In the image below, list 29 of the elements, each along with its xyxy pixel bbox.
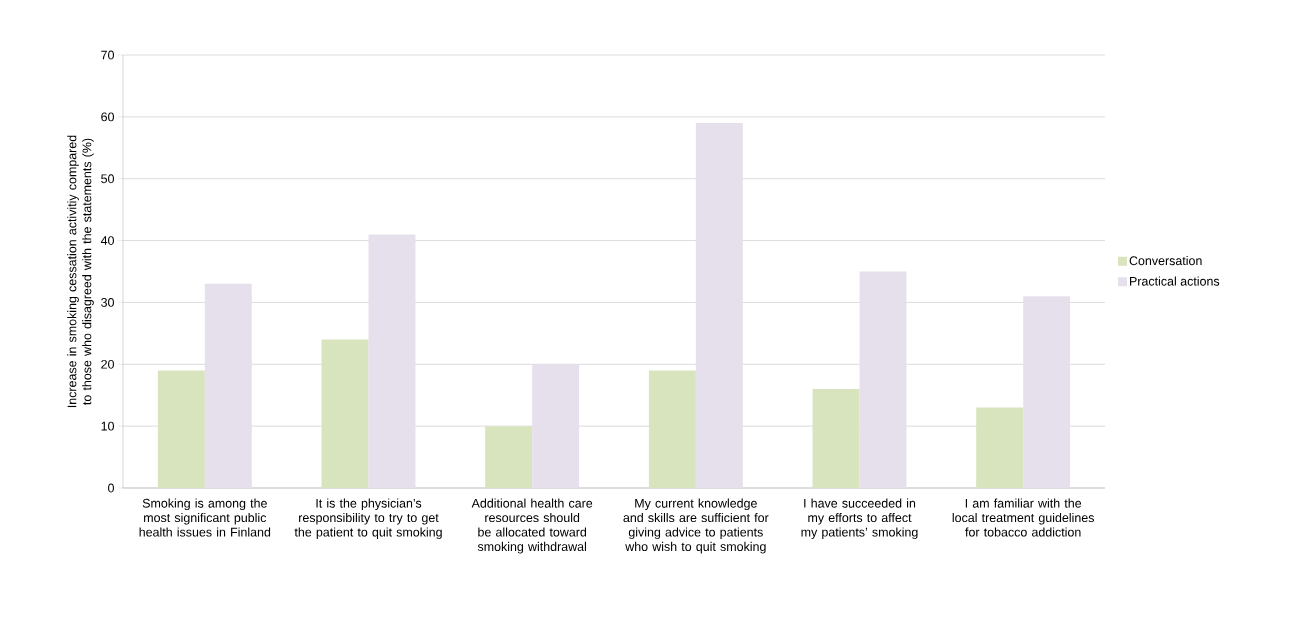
- x-tick-label: My current knowledge and skills are sufficient for giving advice to patients who wish to quit smoking: [623, 498, 769, 554]
- y-tick-label: 0: [108, 483, 114, 493]
- bar: [368, 234, 416, 488]
- y-tick-label: 70: [101, 50, 114, 60]
- y-tick-label: 60: [101, 112, 114, 122]
- y-axis-title: Increase in smoking cessation activitiy compared to those who disagreed with the statements (%): [67, 135, 94, 408]
- bar: [1023, 296, 1071, 488]
- bar: [204, 283, 252, 488]
- y-tick-label: 40: [100, 236, 114, 245]
- x-tick-label: Smoking is among the most significant public health issues in Finland: [139, 498, 271, 537]
- y-tick-label: 20: [101, 359, 114, 369]
- x-tick-label: I have succeeded in my efforts to affect my patients’ smoking: [801, 498, 918, 540]
- bar: [485, 426, 533, 488]
- bar: [532, 364, 580, 488]
- legend-label: Practical actions: [1130, 276, 1220, 286]
- bar: [976, 407, 1024, 488]
- x-tick-label: It is the physician’s responsibility to try to get the patient to quit smoking: [294, 498, 442, 540]
- y-tick-label: 30: [101, 298, 114, 307]
- bar: [157, 370, 205, 488]
- bar: [812, 389, 860, 488]
- bar: [859, 271, 907, 488]
- bar: [321, 339, 369, 488]
- legend-label: Conversation: [1129, 255, 1202, 266]
- y-tick-label: 50: [101, 174, 114, 184]
- x-tick-label: I am familiar with the local treatment guidelines for tobacco addiction: [952, 498, 1094, 537]
- bar: [695, 123, 743, 488]
- bar: [648, 370, 696, 488]
- y-tick-label: 10: [101, 421, 114, 431]
- x-tick-label: Additional health care resources should be allocated toward smoking withdrawal: [471, 498, 593, 554]
